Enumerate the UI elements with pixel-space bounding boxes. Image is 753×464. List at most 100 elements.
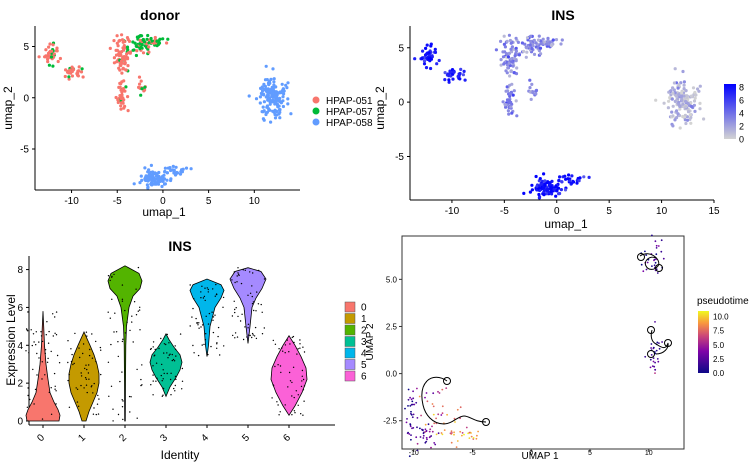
umap-point (693, 109, 697, 113)
umap-point (126, 64, 130, 68)
umap-point (541, 37, 545, 41)
panel-trajectory-colorbar-title: pseudotime (697, 296, 749, 307)
jitter-point (200, 291, 202, 293)
panel-violin-x-ticks: 0 1 2 3 4 5 6 (35, 425, 293, 444)
umap-point (577, 179, 581, 183)
jitter-point (297, 404, 299, 406)
trajectory-point (650, 347, 652, 349)
trajectory-point (415, 401, 418, 404)
colorbar-tick-label: 2 (739, 122, 744, 132)
legend-swatch (344, 336, 356, 347)
jitter-point (89, 348, 91, 351)
trajectory-point (413, 403, 416, 406)
umap-point (147, 173, 151, 177)
umap-point (270, 87, 274, 91)
jitter-point (71, 353, 73, 356)
umap-point (522, 49, 526, 54)
jitter-point (131, 315, 133, 317)
umap-point (247, 94, 251, 98)
jitter-point (110, 343, 112, 346)
umap-point (277, 108, 281, 112)
umap-point (559, 42, 563, 46)
umap-point (124, 68, 128, 72)
trajectory-point (650, 343, 653, 345)
panel-violin-shapes (25, 265, 308, 422)
umap-point (138, 34, 142, 38)
jitter-point (77, 405, 80, 407)
jitter-point (163, 343, 166, 345)
jitter-point (284, 404, 286, 406)
colorbar-tick-label: 10.0 (713, 313, 729, 322)
legend-swatch (344, 370, 356, 382)
jitter-point (80, 375, 83, 377)
umap-point (128, 51, 132, 55)
umap-point (267, 98, 271, 102)
jitter-point (91, 333, 93, 335)
jitter-point (252, 272, 254, 274)
jitter-point (41, 361, 43, 363)
umap-point (112, 39, 116, 43)
trajectory-point (432, 413, 435, 416)
jitter-point (27, 330, 29, 332)
umap-point (156, 180, 160, 184)
trajectory-point (409, 425, 412, 428)
umap-point (424, 66, 429, 70)
panel-ins-feature-y-ticks: -5 0 5 (395, 43, 410, 163)
jitter-point (41, 378, 43, 380)
jitter-point (241, 313, 243, 315)
jitter-point (252, 334, 254, 336)
jitter-point (175, 378, 177, 381)
umap-point (674, 94, 678, 98)
umap-point (538, 46, 543, 50)
panel-trajectory-y-label: UMAP 2 (365, 323, 376, 360)
umap-point (424, 46, 428, 51)
umap-point (685, 95, 689, 99)
umap-point (264, 64, 268, 68)
umap-point (286, 102, 290, 106)
trajectory-point (407, 398, 410, 401)
umap-point (118, 63, 122, 67)
trajectory-point (652, 360, 655, 363)
umap-point (81, 75, 85, 79)
trajectory-point (416, 442, 419, 445)
jitter-point (179, 333, 182, 335)
jitter-point (82, 352, 84, 355)
trajectory-point (404, 407, 406, 410)
jitter-point (200, 326, 202, 328)
jitter-point (122, 338, 124, 340)
y-tick-label: 2 (17, 379, 23, 390)
umap-point (517, 53, 522, 57)
umap-point (525, 50, 529, 54)
jitter-point (216, 343, 218, 345)
jitter-point (95, 360, 97, 363)
umap-point (126, 48, 130, 52)
umap-point (161, 37, 165, 41)
x-tick-label: 10 (249, 196, 261, 207)
umap-point (429, 44, 433, 48)
jitter-point (137, 266, 140, 269)
panel-trajectory-colorbar-ticks: 10.0 7.5 5.0 2.5 0.0 (713, 313, 729, 378)
jitter-point (35, 331, 37, 333)
jitter-point (74, 332, 76, 335)
jitter-point (152, 365, 154, 367)
jitter-point (271, 397, 273, 399)
umap-point (126, 109, 130, 113)
umap-point (144, 175, 148, 179)
jitter-point (55, 311, 58, 313)
jitter-point (137, 310, 139, 312)
jitter-point (236, 275, 238, 277)
jitter-point (238, 274, 240, 277)
umap-point (529, 97, 533, 101)
umap-point (150, 183, 154, 187)
trajectory-point (430, 435, 433, 437)
jitter-point (297, 394, 299, 396)
jitter-point (135, 314, 138, 316)
jitter-point (274, 343, 277, 345)
colorbar-tick-label: 2.5 (713, 355, 725, 364)
umap-point (265, 104, 269, 108)
umap-point (273, 95, 277, 99)
jitter-point (288, 351, 290, 353)
jitter-point (248, 334, 250, 336)
jitter-point (174, 348, 177, 351)
umap-point (147, 168, 151, 172)
